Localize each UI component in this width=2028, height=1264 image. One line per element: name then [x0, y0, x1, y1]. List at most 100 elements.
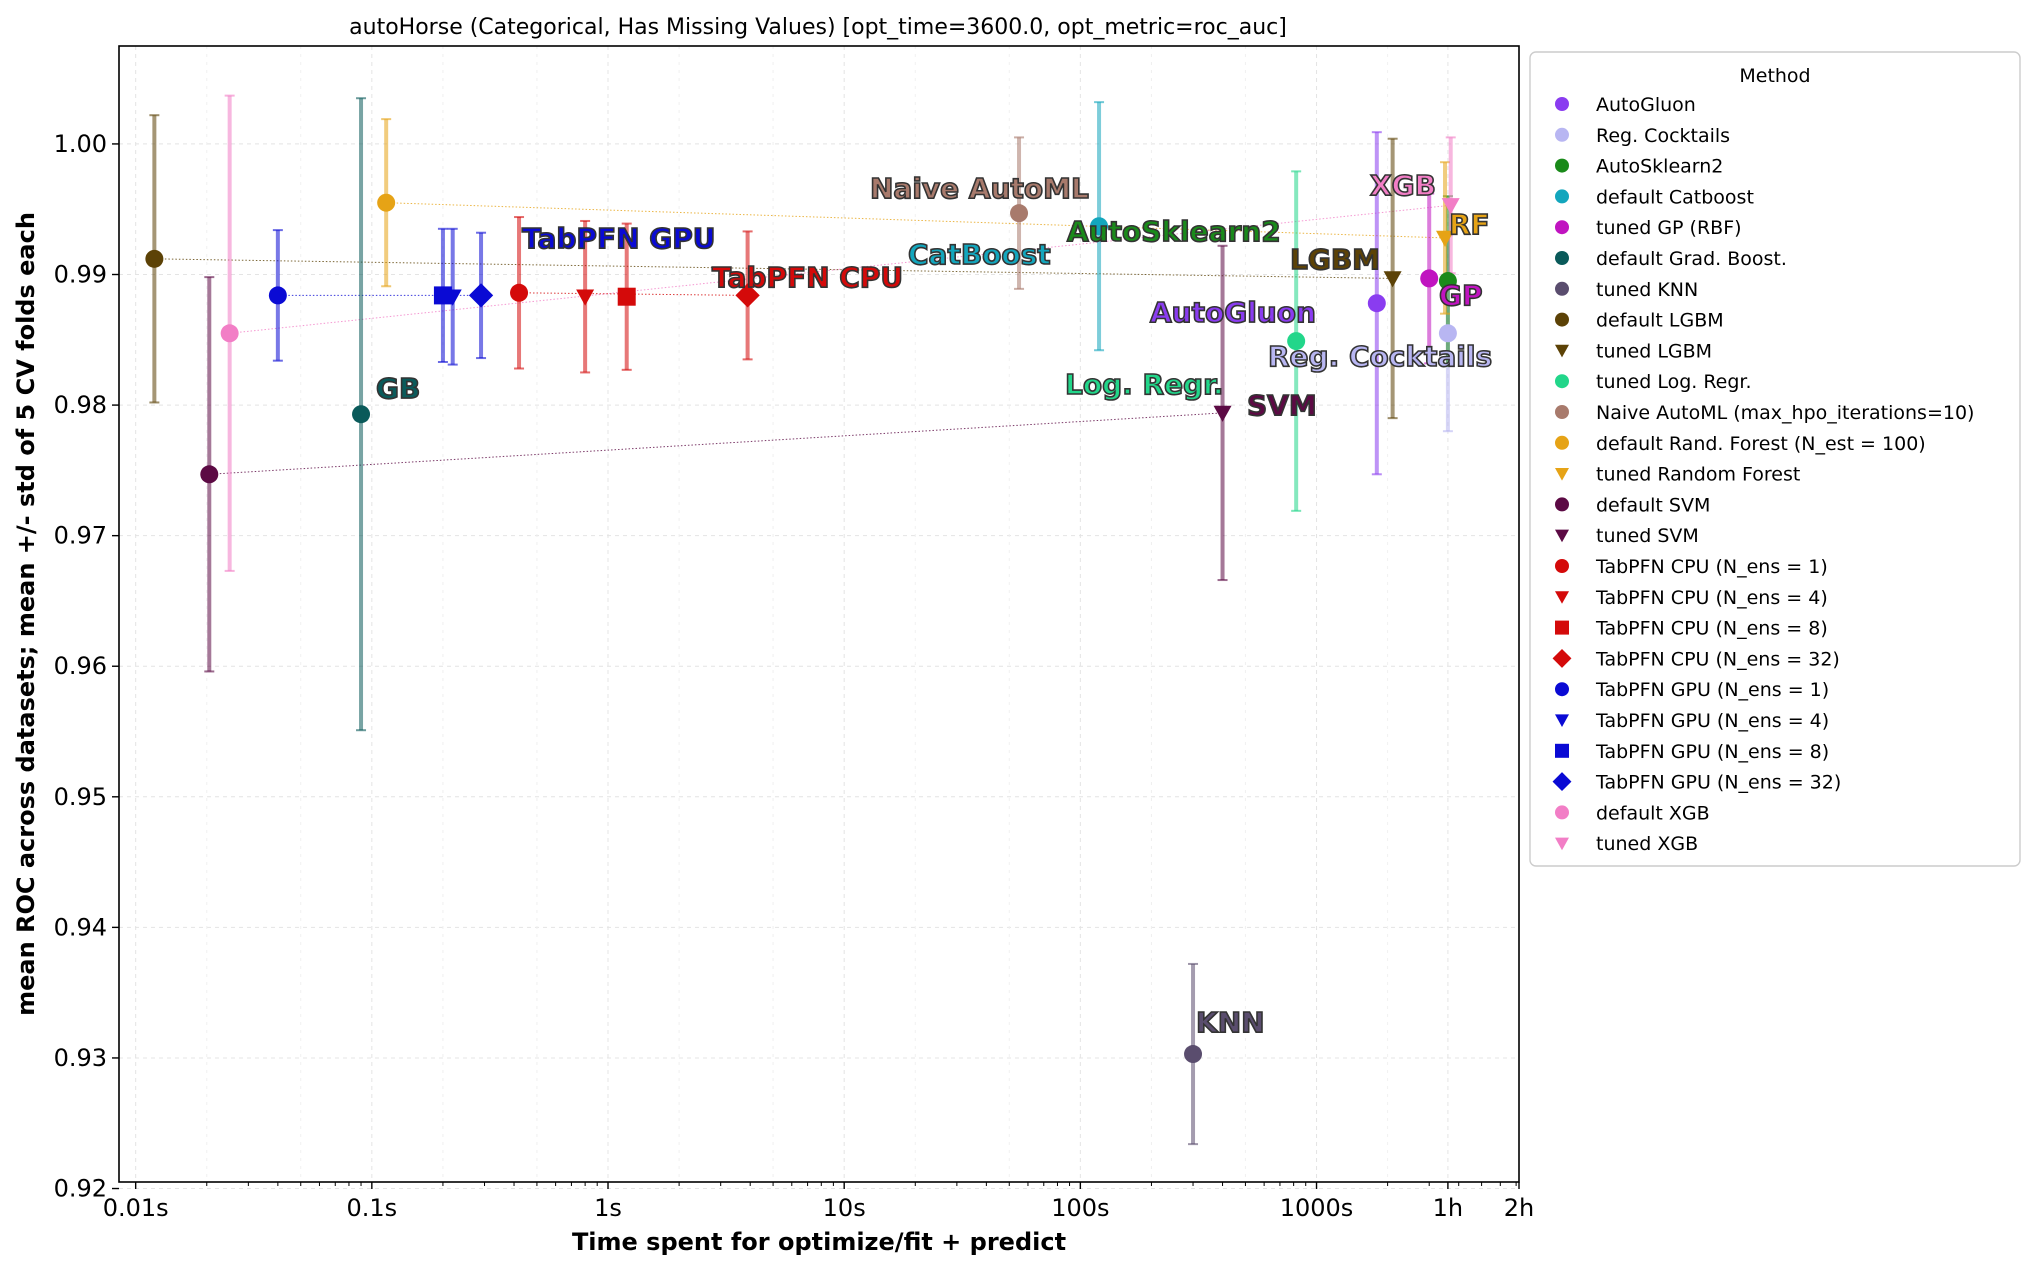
legend-label: default XGB	[1596, 802, 1710, 824]
connection-line	[229, 204, 1451, 334]
data-point	[377, 193, 396, 212]
legend-marker	[1555, 591, 1569, 604]
legend-marker	[1555, 189, 1569, 204]
legend-marker	[1552, 772, 1572, 792]
data-point	[510, 283, 529, 302]
legend-marker	[1555, 281, 1569, 296]
y-tick-label: 0.94	[54, 913, 107, 941]
data-point	[1287, 332, 1306, 351]
legend-label: tuned Random Forest	[1596, 464, 1800, 486]
connection-line	[209, 412, 1223, 475]
x-tick-label: 0.1s	[347, 1194, 398, 1222]
data-point	[1441, 198, 1460, 215]
data-point	[200, 465, 219, 484]
y-axis-label: mean ROC across datasets; mean +/- std o…	[12, 212, 40, 1016]
annotation-label: AutoSklearn2	[1067, 215, 1281, 248]
data-point	[735, 283, 760, 308]
legend-label: Naive AutoML (max_hpo_iterations=10)	[1596, 402, 1974, 424]
x-tick-label: 100s	[1051, 1194, 1109, 1222]
legend-label: TabPFN CPU (N_ens = 1)	[1595, 556, 1828, 578]
annotation-label: GP	[1439, 279, 1483, 312]
legend-marker	[1552, 648, 1572, 668]
annotation-label: LGBM	[1290, 243, 1380, 276]
legend-label: tuned LGBM	[1596, 340, 1712, 362]
legend-marker	[1555, 682, 1569, 697]
data-point	[1436, 230, 1455, 247]
annotation-label: TabPFN GPU	[522, 222, 716, 255]
data-point	[1438, 324, 1457, 343]
annotation-label: Log. Regr.	[1065, 368, 1224, 401]
annotation-label: TabPFN CPU	[712, 261, 903, 294]
data-point	[1090, 217, 1109, 236]
data-point	[1367, 294, 1386, 313]
data-point	[1383, 271, 1402, 288]
legend-label: tuned KNN	[1596, 279, 1698, 301]
legend-label: default Grad. Boost.	[1596, 248, 1787, 270]
y-tick-label: 0.98	[54, 391, 107, 419]
legend-marker	[1555, 529, 1569, 543]
y-tick-label: 0.99	[54, 261, 107, 289]
legend-label: tuned XGB	[1596, 833, 1698, 855]
legend-label: tuned SVM	[1596, 525, 1699, 547]
chart-title: autoHorse (Categorical, Has Missing Valu…	[349, 15, 1287, 40]
data-point	[576, 289, 595, 306]
legend-marker	[1555, 559, 1569, 573]
markers	[145, 193, 1460, 1064]
legend-marker	[1555, 497, 1569, 512]
legend-marker	[1555, 714, 1569, 727]
legend: Method AutoGluon Reg. Cocktails AutoSklear…	[1529, 51, 2021, 867]
data-point	[468, 283, 494, 308]
legend-items: AutoGluon Reg. Cocktails AutoSklearn2 defau…	[1552, 94, 1974, 855]
legend-label: tuned Log. Regr.	[1596, 371, 1752, 393]
annotation-label: CatBoost	[908, 238, 1051, 271]
legend-label: TabPFN GPU (N_ens = 1)	[1595, 679, 1829, 701]
y-tick-label: 0.93	[54, 1044, 107, 1072]
data-point	[268, 286, 287, 305]
legend-marker	[1555, 251, 1569, 265]
data-point	[1213, 405, 1232, 422]
data-point	[1010, 204, 1029, 223]
legend-marker	[1555, 374, 1569, 389]
annotation-label: RF	[1449, 208, 1490, 241]
legend-label: default Catboost	[1596, 186, 1754, 208]
legend-marker	[1555, 435, 1569, 450]
annotation-label: Reg. Cocktails	[1268, 340, 1492, 373]
data-point	[1184, 1045, 1203, 1064]
y-tick-label: 0.92	[54, 1175, 107, 1203]
legend-label: default SVM	[1596, 494, 1710, 516]
y-tick-label: 0.97	[54, 522, 107, 550]
legend-marker	[1555, 805, 1569, 820]
data-point	[617, 287, 636, 306]
y-tick-label: 1.00	[54, 130, 107, 158]
data-point	[1420, 269, 1439, 288]
annotations: TabPFN GPU TabPFN CPU GB Naive AutoML CatBoo…	[375, 168, 1493, 1040]
y-tick-label: 0.96	[54, 652, 107, 680]
x-axis-label: Time spent for optimize/fit + predict	[572, 1228, 1066, 1256]
x-tick-label: 2h	[1504, 1194, 1534, 1222]
x-tick-label: 1s	[594, 1194, 622, 1222]
plot-frame	[118, 45, 1520, 1183]
legend-marker	[1555, 220, 1569, 235]
legend-label: Reg. Cocktails	[1596, 125, 1730, 147]
legend-label: TabPFN GPU (N_ens = 4)	[1595, 710, 1829, 732]
legend-label: AutoSklearn2	[1596, 156, 1723, 178]
legend-box	[1529, 51, 2021, 867]
legend-marker	[1555, 405, 1569, 419]
x-tick-label: 1000s	[1280, 1194, 1354, 1222]
data-point	[1438, 272, 1457, 291]
x-tick-label: 10s	[823, 1194, 866, 1222]
x-tick-label: 0.01s	[103, 1194, 169, 1222]
legend-marker	[1555, 127, 1569, 142]
annotation-label: Naive AutoML	[870, 172, 1089, 205]
legend-marker	[1555, 837, 1569, 851]
legend-label: AutoGluon	[1596, 94, 1696, 116]
legend-label: TabPFN GPU (N_ens = 32)	[1595, 772, 1841, 794]
legend-marker	[1555, 158, 1569, 173]
legend-title: Method	[1739, 65, 1810, 87]
data-point	[433, 286, 452, 305]
annotation-label: AutoGluon	[1150, 296, 1316, 329]
legend-marker	[1555, 468, 1569, 481]
connection-line	[519, 292, 748, 296]
legend-marker	[1555, 344, 1569, 358]
